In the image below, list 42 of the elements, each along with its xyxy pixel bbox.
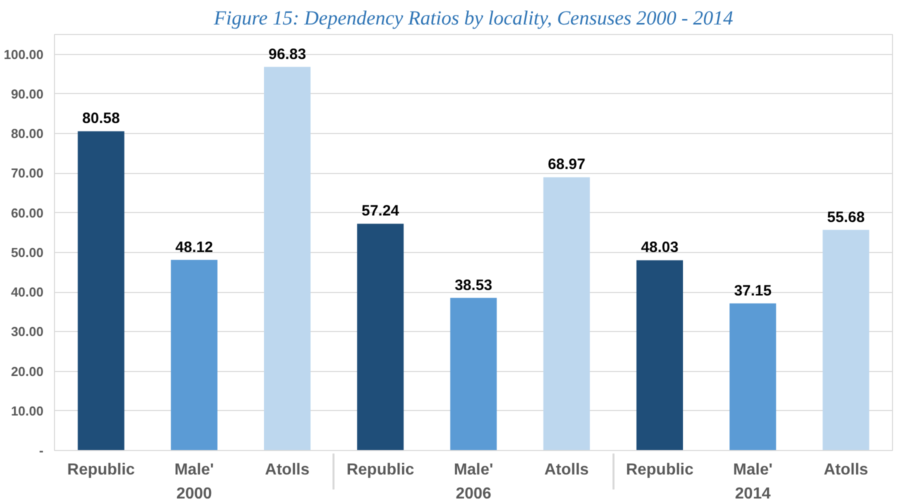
series-label: Male' <box>174 462 214 478</box>
bar <box>264 66 311 450</box>
y-tick-label: 100.00 <box>4 46 44 62</box>
y-tick-label: - <box>39 443 44 458</box>
bar <box>170 260 218 450</box>
data-label: 37.15 <box>734 282 772 300</box>
y-tick-label: 10.00 <box>10 403 44 418</box>
bar <box>543 177 590 450</box>
y-tick-label: 70.00 <box>10 166 44 181</box>
y-tick-label: 60.00 <box>10 205 44 220</box>
x-tick-label: 2006 <box>456 486 492 501</box>
y-tick-label: 20.00 <box>10 364 44 379</box>
x-tick-label: 2014 <box>735 486 771 501</box>
bar <box>730 303 776 450</box>
y-tick-label: 90.00 <box>10 86 44 102</box>
series-label: Republic <box>346 462 414 478</box>
bar <box>822 230 870 450</box>
data-label: 57.24 <box>362 202 400 220</box>
data-label: 80.58 <box>82 110 120 128</box>
chart-title: Figure 15: Dependency Ratios by locality, Censuses 2000 - 2014 <box>212 8 734 30</box>
bar <box>357 224 404 450</box>
text: Male' <box>454 462 494 478</box>
data-label: 96.83 <box>268 46 306 63</box>
y-tick-label: 40.00 <box>10 284 44 300</box>
y-tick-label: 80.00 <box>10 126 44 142</box>
text: Atolls <box>824 462 868 478</box>
text: Male' <box>733 462 773 478</box>
bar <box>450 298 497 450</box>
text: Republic <box>626 462 694 478</box>
data-label: 55.68 <box>827 208 865 226</box>
y-tick-label: 30.00 <box>10 324 44 340</box>
y-tick-label: 50.00 <box>10 244 44 260</box>
series-label: Atolls <box>265 462 310 478</box>
text: Atolls <box>544 462 589 478</box>
bar <box>78 131 124 450</box>
data-label: 68.97 <box>548 156 586 174</box>
data-label: 48.03 <box>640 239 678 256</box>
data-label: 38.53 <box>454 276 492 294</box>
bar <box>636 260 683 450</box>
data-label: 48.12 <box>175 238 213 256</box>
text: Republic <box>67 462 135 478</box>
x-tick-label: 2000 <box>176 486 212 501</box>
